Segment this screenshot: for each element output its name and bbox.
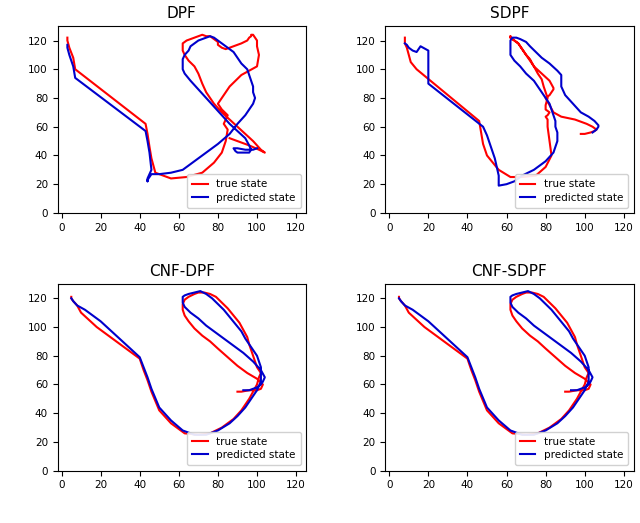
- true state: [581, 131, 589, 137]
- true state: [557, 416, 565, 422]
- predicted state: [179, 167, 186, 173]
- true state: [185, 294, 193, 300]
- predicted state: [67, 295, 75, 301]
- true state: [226, 135, 234, 141]
- predicted state: [395, 295, 403, 301]
- predicted state: [245, 72, 253, 78]
- predicted state: [239, 387, 247, 393]
- true state: [234, 123, 241, 130]
- predicted state: [509, 35, 516, 41]
- Line: predicted state: predicted state: [399, 291, 593, 435]
- Legend: true state, predicted state: true state, predicted state: [187, 432, 301, 465]
- predicted state: [532, 49, 540, 55]
- Line: true state: true state: [405, 36, 596, 177]
- Legend: true state, predicted state: true state, predicted state: [515, 174, 628, 208]
- true state: [544, 123, 552, 130]
- true state: [577, 131, 585, 137]
- true state: [561, 389, 569, 395]
- Legend: true state, predicted state: true state, predicted state: [187, 174, 301, 208]
- true state: [522, 431, 530, 438]
- true state: [522, 52, 530, 58]
- predicted state: [253, 145, 261, 152]
- predicted state: [257, 379, 265, 385]
- predicted state: [518, 173, 526, 179]
- true state: [67, 294, 75, 300]
- true state: [195, 431, 202, 438]
- true state: [530, 63, 538, 70]
- Line: true state: true state: [67, 35, 265, 178]
- predicted state: [63, 42, 71, 48]
- predicted state: [144, 175, 152, 181]
- Line: predicted state: predicted state: [71, 291, 265, 435]
- predicted state: [589, 129, 596, 135]
- Line: true state: true state: [71, 292, 263, 435]
- predicted state: [483, 404, 491, 411]
- true state: [63, 35, 71, 41]
- predicted state: [144, 178, 152, 185]
- true state: [507, 174, 515, 180]
- true state: [483, 407, 491, 414]
- Title: SDPF: SDPF: [490, 6, 529, 21]
- Title: CNF-DPF: CNF-DPF: [148, 264, 215, 279]
- true state: [245, 396, 253, 402]
- predicted state: [253, 387, 261, 393]
- true state: [507, 33, 515, 39]
- true state: [395, 294, 403, 300]
- predicted state: [196, 288, 204, 294]
- true state: [573, 396, 580, 402]
- true state: [401, 35, 409, 41]
- Line: predicted state: predicted state: [67, 36, 257, 181]
- true state: [253, 381, 261, 388]
- predicted state: [181, 292, 189, 299]
- true state: [581, 381, 589, 388]
- predicted state: [585, 379, 593, 385]
- predicted state: [542, 158, 550, 164]
- predicted state: [567, 387, 575, 393]
- true state: [230, 416, 237, 422]
- true state: [530, 63, 538, 70]
- predicted state: [495, 183, 502, 189]
- true state: [513, 294, 520, 300]
- true state: [156, 407, 163, 414]
- predicted state: [198, 36, 206, 42]
- predicted state: [191, 431, 198, 438]
- predicted state: [569, 404, 577, 411]
- predicted state: [589, 129, 596, 135]
- true state: [255, 374, 263, 380]
- predicted state: [554, 420, 561, 426]
- true state: [583, 374, 591, 380]
- Title: DPF: DPF: [167, 6, 196, 21]
- true state: [528, 289, 536, 295]
- predicted state: [206, 33, 214, 39]
- Line: predicted state: predicted state: [405, 38, 598, 186]
- true state: [247, 31, 255, 38]
- true state: [542, 113, 550, 120]
- predicted state: [401, 40, 409, 47]
- predicted state: [530, 77, 538, 84]
- true state: [152, 169, 159, 176]
- predicted state: [524, 288, 532, 294]
- predicted state: [241, 404, 249, 411]
- true state: [218, 95, 226, 101]
- Legend: true state, predicted state: true state, predicted state: [515, 432, 628, 465]
- predicted state: [509, 292, 516, 299]
- Title: CNF-SDPF: CNF-SDPF: [472, 264, 547, 279]
- predicted state: [538, 89, 545, 95]
- predicted state: [518, 431, 526, 438]
- Line: true state: true state: [399, 292, 591, 435]
- true state: [200, 289, 208, 295]
- true state: [220, 121, 228, 127]
- predicted state: [234, 121, 241, 127]
- true state: [249, 31, 257, 38]
- true state: [214, 39, 221, 45]
- true state: [234, 389, 241, 395]
- predicted state: [241, 150, 249, 156]
- predicted state: [156, 404, 163, 411]
- true state: [167, 175, 175, 181]
- predicted state: [581, 387, 589, 393]
- predicted state: [226, 420, 234, 426]
